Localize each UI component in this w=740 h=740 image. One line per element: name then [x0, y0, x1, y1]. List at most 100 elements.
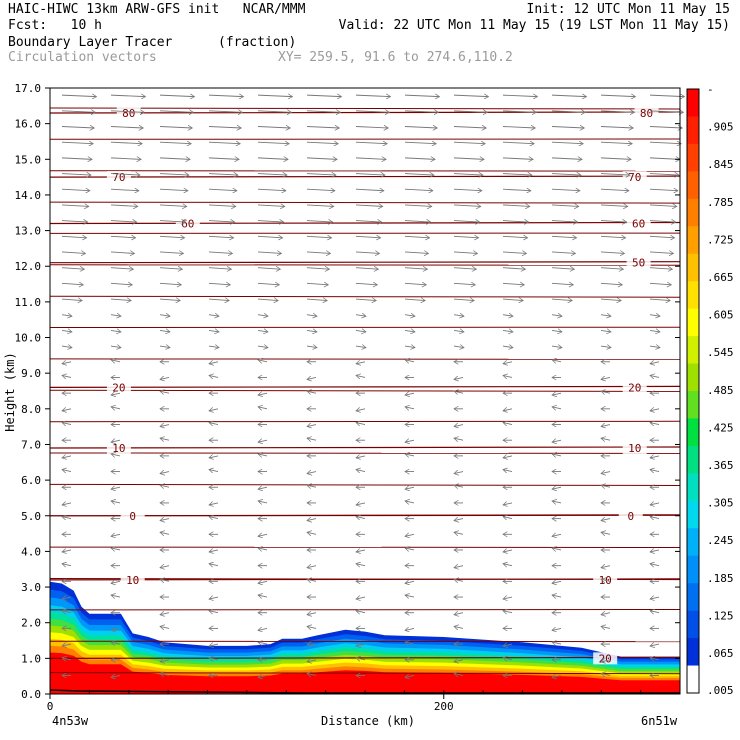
circulation-vector: [502, 268, 525, 270]
y-tick-label: 6.0: [21, 474, 41, 487]
circulation-vector: [258, 628, 268, 630]
circulation-vector: [160, 613, 170, 615]
circulation-vector: [404, 346, 415, 348]
circulation-vector: [159, 252, 184, 254]
circulation-vector: [404, 221, 431, 223]
isentrope-line: [49, 295, 681, 298]
contour-label: 50: [632, 257, 645, 270]
circulation-vector: [404, 142, 436, 144]
circulation-vector: [61, 126, 94, 128]
contour-label: 60: [632, 217, 645, 230]
circulation-vector: [110, 346, 121, 348]
circulation-vector: [649, 142, 681, 144]
colorbar-label: .545: [707, 346, 734, 359]
circulation-vector: [454, 673, 464, 675]
circulation-vector: [600, 252, 625, 254]
circulation-vector: [502, 236, 528, 238]
circulation-vector: [307, 425, 317, 427]
circulation-vector: [454, 438, 464, 440]
circulation-vector: [502, 158, 533, 160]
circulation-vector: [61, 189, 90, 191]
circulation-vector: [355, 299, 376, 301]
circulation-vector: [209, 409, 219, 411]
colorbar-label: .845: [707, 158, 734, 171]
contour-label: 20: [599, 652, 612, 665]
circulation-vector: [503, 564, 513, 566]
circulation-vector: [650, 550, 660, 552]
circulation-vector: [160, 377, 170, 379]
circulation-vector: [306, 158, 337, 160]
colorbar-swatch: [687, 610, 699, 639]
circulation-vector: [209, 597, 219, 599]
circulation-vector: [306, 221, 333, 223]
circulation-vector: [258, 642, 268, 644]
colorbar-label: .365: [707, 459, 734, 472]
circulation-vector: [111, 487, 121, 489]
circulation-vector: [650, 658, 660, 660]
circulation-vector: [160, 566, 170, 568]
circulation-vector: [208, 221, 235, 223]
circulation-vector: [159, 111, 193, 113]
circulation-vector: [62, 503, 72, 505]
circulation-vector: [160, 519, 170, 521]
circulation-vector: [404, 252, 429, 254]
circulation-vector: [61, 111, 95, 113]
circulation-vector: [159, 126, 192, 128]
circulation-vector: [453, 346, 464, 348]
circulation-vector: [502, 221, 529, 223]
circulation-vector: [405, 628, 415, 630]
labeled-isentrope-60: [49, 221, 681, 225]
colorbar-label: .725: [707, 233, 734, 246]
circulation-vector: [404, 205, 432, 207]
circulation-vector: [61, 95, 97, 97]
circulation-vector: [601, 660, 611, 662]
colorbar-swatch: [687, 418, 699, 447]
circulation-vector: [355, 111, 389, 113]
circulation-vector: [208, 315, 219, 317]
circulation-vector: [404, 315, 415, 317]
y-tick-label: 1.0: [21, 652, 41, 665]
contour-label-bg: [618, 509, 643, 522]
circulation-vector: [552, 534, 562, 536]
circulation-vector: [160, 579, 170, 581]
circulation-vector: [257, 111, 291, 113]
circulation-vector: [111, 675, 121, 677]
circulation-vector: [306, 142, 338, 144]
circulation-vector: [551, 174, 581, 176]
circulation-vector: [258, 407, 268, 409]
colorbar-label: .185: [707, 572, 734, 585]
circulation-vector: [650, 597, 660, 599]
circulation-vector: [405, 454, 415, 456]
circulation-vector: [601, 566, 611, 568]
circulation-vector: [552, 393, 562, 395]
circulation-vector: [601, 391, 611, 393]
circulation-vector: [208, 268, 231, 270]
circulation-vector: [355, 252, 380, 254]
circulation-vector: [453, 174, 483, 176]
colorbar-swatch: [687, 253, 699, 282]
circulation-vector: [454, 391, 464, 393]
circulation-vector: [649, 174, 679, 176]
circulation-vector: [404, 126, 437, 128]
contour-label: 80: [122, 107, 135, 120]
contour-label-bg: [626, 256, 651, 269]
circulation-vector: [551, 221, 578, 223]
circulation-vector: [502, 315, 513, 317]
circulation-vector: [208, 142, 240, 144]
circulation-vector: [356, 644, 366, 646]
circulation-vector: [355, 283, 377, 285]
circulation-vector: [551, 283, 573, 285]
circulation-vector: [257, 174, 287, 176]
x-axis-title: Distance (km): [321, 714, 415, 728]
circulation-vector: [453, 252, 478, 254]
circulation-vector: [62, 597, 72, 599]
circulation-vector: [404, 111, 438, 113]
circulation-vector: [405, 407, 415, 409]
colorbar-swatch: [687, 500, 699, 529]
circulation-vector: [159, 299, 180, 301]
circulation-vector: [503, 550, 513, 552]
circulation-vector: [405, 675, 415, 677]
colorbar-swatch: [687, 143, 699, 172]
circulation-vector: [356, 658, 366, 660]
circulation-vector: [62, 362, 72, 364]
